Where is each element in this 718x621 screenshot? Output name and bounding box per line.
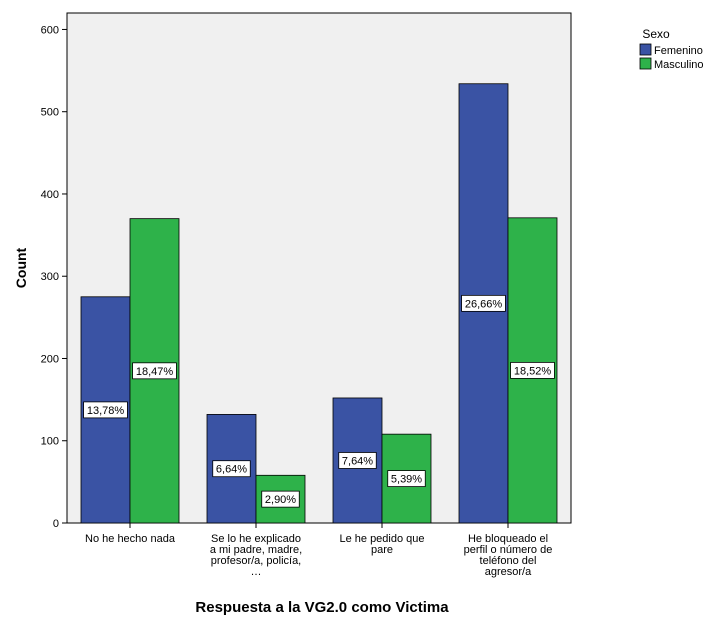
y-axis: 0 100 200 300 400 500 600	[41, 24, 67, 530]
y-tick-label: 600	[41, 24, 59, 36]
data-label-box	[387, 470, 426, 487]
x-category-line: He bloqueado el	[468, 533, 548, 545]
y-tick-label: 100	[41, 436, 59, 448]
x-category-line: a mi padre, madre,	[210, 544, 302, 556]
data-label: 6,64%	[216, 464, 247, 476]
legend-swatch-masculino	[639, 57, 652, 70]
y-tick-label: 500	[41, 107, 59, 119]
data-label: 7,64%	[342, 455, 373, 467]
data-label-box	[132, 362, 177, 380]
y-tick-label: 0	[53, 518, 59, 530]
data-label: 26,66%	[465, 298, 503, 310]
y-tick-label: 300	[41, 271, 59, 283]
x-category-line: No he hecho nada	[85, 533, 176, 545]
legend-swatch-femenino	[639, 43, 652, 56]
x-category-label: Se lo he explicado a mi padre, madre, prof…	[210, 533, 302, 578]
data-label: 5,39%	[391, 474, 422, 486]
y-tick-label: 400	[41, 189, 59, 201]
x-category-label: Le he pedido que pare	[339, 533, 424, 556]
data-label: 18,47%	[136, 366, 174, 378]
bars: 13,78% 6,64% 7,64% 26,66% 18,47% 2,90% 5,39% 18…	[80, 83, 558, 524]
x-axis-title: Respuesta a la VG2.0 como Victima	[195, 599, 449, 616]
y-tick-label: 200	[41, 353, 59, 365]
x-category-line: teléfono del	[480, 555, 537, 567]
legend: Sexo Femenino Masculino	[639, 27, 704, 71]
data-label-box	[212, 460, 251, 478]
data-label: 2,90%	[265, 494, 296, 506]
data-label: 13,78%	[87, 405, 125, 417]
data-label-box	[510, 362, 555, 379]
y-axis-title: Count	[13, 247, 29, 288]
data-label-box	[83, 401, 128, 419]
legend-label: Masculino	[654, 59, 704, 71]
data-label-box	[338, 452, 377, 469]
x-category-line: agresor/a	[485, 566, 532, 578]
x-category-line: perfil o número de	[464, 544, 553, 556]
x-category-line: …	[251, 566, 262, 578]
x-category-label: No he hecho nada	[85, 533, 176, 545]
x-category-line: pare	[371, 544, 393, 556]
legend-title: Sexo	[642, 27, 670, 41]
data-label: 18,52%	[514, 365, 552, 377]
x-category-line: profesor/a, policía,	[211, 555, 302, 567]
x-axis-categories: No he hecho nada Se lo he explicado a mi p…	[85, 523, 552, 578]
x-category-label: He bloqueado el perfil o número de teléfon…	[464, 533, 553, 578]
data-label-box	[261, 490, 300, 508]
legend-label: Femenino	[654, 45, 703, 57]
data-label-box	[461, 294, 506, 312]
x-category-line: Se lo he explicado	[211, 533, 301, 545]
x-category-line: Le he pedido que	[339, 533, 424, 545]
